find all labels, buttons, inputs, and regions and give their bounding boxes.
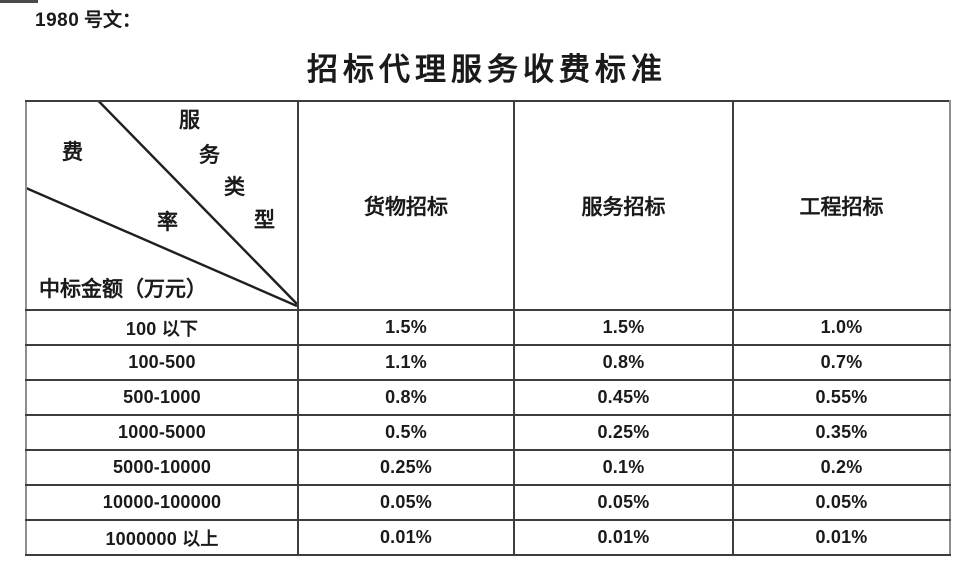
rate-cell-goods: 0.8%	[297, 379, 515, 416]
doc-number-label: 1980 号文：	[35, 5, 141, 32]
rate-cell-goods: 1.5%	[297, 309, 515, 346]
rate-cell-services: 0.01%	[513, 519, 734, 556]
doc-number-suffix: 号文：	[79, 10, 142, 31]
rate-cell-services: 1.5%	[513, 309, 734, 346]
table-row: 100 以下 1.5% 1.5% 1.0%	[25, 309, 951, 346]
row-range-cell: 1000000 以上	[25, 519, 299, 556]
rate-cell-services: 0.25%	[513, 414, 734, 451]
rate-cell-goods: 0.01%	[297, 519, 515, 556]
corner-header-cell: 服 务 类 型 费 率 中标金额（万元）	[25, 100, 299, 311]
page-corner-line	[0, 0, 38, 3]
rate-cell-works: 0.2%	[732, 449, 951, 486]
rate-cell-works: 0.05%	[732, 484, 951, 521]
corner-label-service-char-2: 务	[199, 143, 220, 167]
corner-label-rate-char-1: 费	[62, 140, 83, 164]
rate-cell-goods: 0.5%	[297, 414, 515, 451]
rate-cell-goods: 0.05%	[297, 484, 515, 521]
fee-standard-table: 服 务 类 型 费 率 中标金额（万元） 货物招标 服务招标 工程招标 100 …	[25, 100, 951, 556]
rate-cell-works: 0.01%	[732, 519, 951, 556]
rate-cell-works: 0.55%	[732, 379, 951, 416]
rate-cell-services: 0.05%	[513, 484, 734, 521]
corner-label-service-char-1: 服	[179, 108, 200, 132]
row-range-cell: 10000-100000	[25, 484, 299, 521]
column-header-services: 服务招标	[513, 100, 734, 311]
table-row: 1000000 以上 0.01% 0.01% 0.01%	[25, 519, 951, 556]
table-row: 1000-5000 0.5% 0.25% 0.35%	[25, 414, 951, 451]
doc-number-value: 1980	[35, 10, 80, 31]
corner-label-service-char-3: 类	[224, 175, 245, 199]
row-range-cell: 5000-10000	[25, 449, 299, 486]
row-range-cell: 100-500	[25, 344, 299, 381]
rate-cell-works: 0.7%	[732, 344, 951, 381]
corner-label-rate-char-2: 率	[157, 210, 178, 234]
rate-cell-works: 0.35%	[732, 414, 951, 451]
corner-label-amount: 中标金额（万元）	[39, 277, 207, 301]
column-header-goods: 货物招标	[297, 100, 515, 311]
table-row: 10000-100000 0.05% 0.05% 0.05%	[25, 484, 951, 521]
rate-cell-services: 0.8%	[513, 344, 734, 381]
rate-cell-goods: 1.1%	[297, 344, 515, 381]
column-header-works: 工程招标	[732, 100, 951, 311]
row-range-cell: 500-1000	[25, 379, 299, 416]
rate-cell-goods: 0.25%	[297, 449, 515, 486]
rate-cell-services: 0.45%	[513, 379, 734, 416]
table-row: 100-500 1.1% 0.8% 0.7%	[25, 344, 951, 381]
rate-cell-works: 1.0%	[732, 309, 951, 346]
table-row: 500-1000 0.8% 0.45% 0.55%	[25, 379, 951, 416]
row-range-cell: 1000-5000	[25, 414, 299, 451]
header-row: 服 务 类 型 费 率 中标金额（万元） 货物招标 服务招标 工程招标	[25, 100, 951, 311]
table-row: 5000-10000 0.25% 0.1% 0.2%	[25, 449, 951, 486]
rate-cell-services: 0.1%	[513, 449, 734, 486]
page-title: 招标代理服务收费标准	[307, 52, 667, 87]
corner-label-service-char-4: 型	[254, 208, 275, 232]
row-range-cell: 100 以下	[25, 309, 299, 346]
corner-diagonal-lines	[28, 103, 296, 307]
